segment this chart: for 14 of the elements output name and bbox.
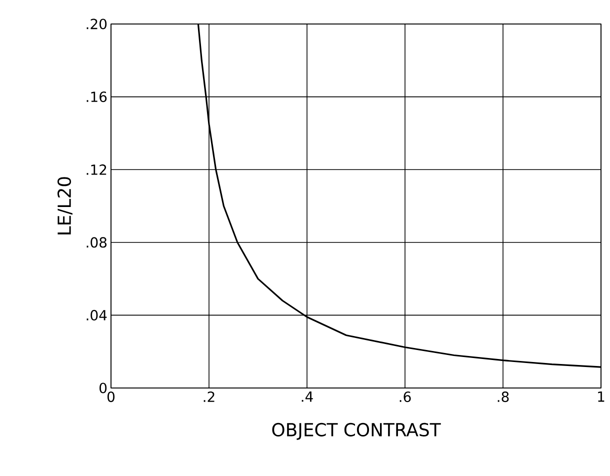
x-tick-label: 1 (598, 392, 604, 402)
x-tick-label: 0 (107, 392, 115, 402)
x-axis-title: OBJECT CONTRAST (272, 422, 441, 440)
x-tick-label: .6 (400, 392, 411, 402)
y-tick-label: .16 (86, 92, 107, 102)
y-tick-label: .08 (86, 237, 107, 248)
x-tick-label: .2 (204, 392, 214, 402)
y-tick-label: .12 (86, 164, 106, 175)
y-tick-label: .20 (86, 18, 107, 30)
x-tick-label: .8 (498, 392, 509, 402)
y-axis-title: LE/L20 (57, 177, 72, 234)
x-tick-label: .4 (302, 392, 313, 402)
y-tick-label: .04 (86, 310, 107, 320)
y-tick-label: 0 (100, 382, 107, 394)
